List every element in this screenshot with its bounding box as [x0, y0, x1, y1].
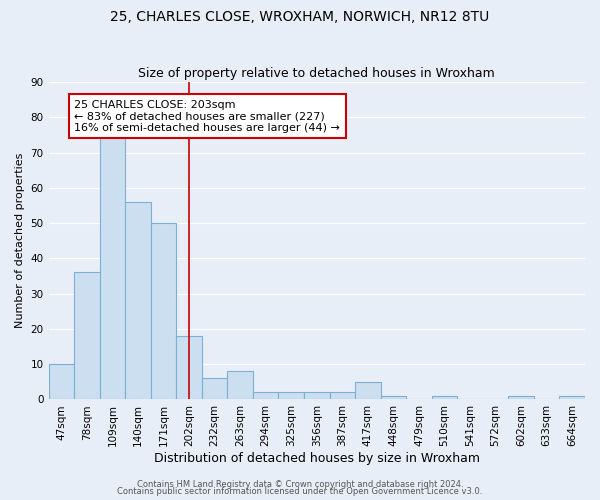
- Bar: [253, 392, 278, 400]
- Bar: [278, 392, 304, 400]
- Bar: [329, 392, 355, 400]
- X-axis label: Distribution of detached houses by size in Wroxham: Distribution of detached houses by size …: [154, 452, 480, 465]
- Bar: [125, 202, 151, 400]
- Title: Size of property relative to detached houses in Wroxham: Size of property relative to detached ho…: [139, 66, 495, 80]
- Y-axis label: Number of detached properties: Number of detached properties: [15, 153, 25, 328]
- Text: Contains HM Land Registry data © Crown copyright and database right 2024.: Contains HM Land Registry data © Crown c…: [137, 480, 463, 489]
- Bar: [304, 392, 329, 400]
- Text: 25 CHARLES CLOSE: 203sqm
← 83% of detached houses are smaller (227)
16% of semi-: 25 CHARLES CLOSE: 203sqm ← 83% of detach…: [74, 100, 340, 133]
- Bar: [508, 396, 534, 400]
- Bar: [74, 272, 100, 400]
- Bar: [100, 135, 125, 400]
- Bar: [176, 336, 202, 400]
- Bar: [49, 364, 74, 400]
- Text: 25, CHARLES CLOSE, WROXHAM, NORWICH, NR12 8TU: 25, CHARLES CLOSE, WROXHAM, NORWICH, NR1…: [110, 10, 490, 24]
- Bar: [559, 396, 585, 400]
- Bar: [151, 223, 176, 400]
- Bar: [432, 396, 457, 400]
- Bar: [202, 378, 227, 400]
- Bar: [355, 382, 380, 400]
- Bar: [380, 396, 406, 400]
- Text: Contains public sector information licensed under the Open Government Licence v3: Contains public sector information licen…: [118, 487, 482, 496]
- Bar: [227, 371, 253, 400]
